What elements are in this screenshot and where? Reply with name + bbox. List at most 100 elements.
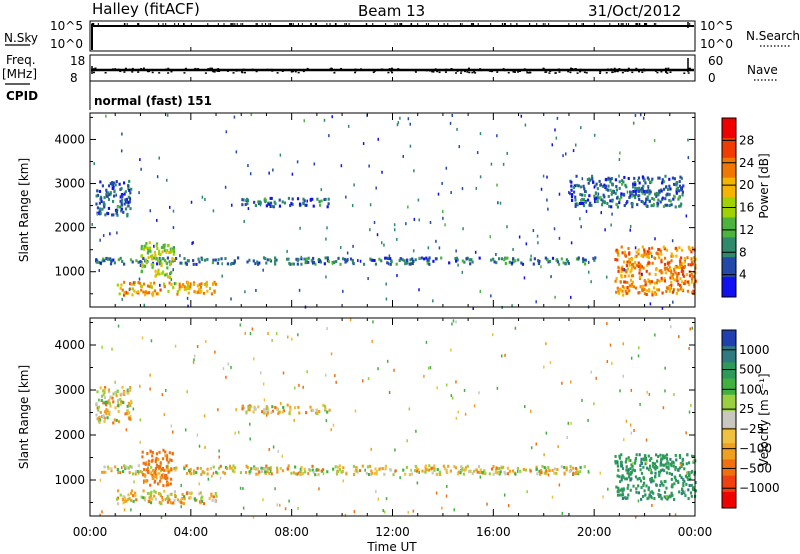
heatmap-cell [600, 198, 603, 202]
nave-point [131, 67, 134, 70]
heatmap-cell [689, 327, 691, 331]
heatmap-cell [239, 323, 242, 327]
heatmap-cell [666, 286, 669, 290]
heatmap-cell [639, 188, 642, 192]
heatmap-cell [111, 396, 114, 400]
heatmap-cell [176, 290, 179, 294]
heatmap-cell [271, 339, 273, 343]
heatmap-cell [667, 495, 670, 499]
heatmap-cell [342, 466, 345, 470]
heatmap-cell [690, 483, 693, 487]
nave-point [466, 71, 469, 73]
colorbar-swatch [722, 157, 736, 179]
heatmap-cell [650, 476, 654, 480]
heatmap-cell [649, 468, 652, 472]
heatmap-cell [407, 205, 409, 209]
nave-point [507, 71, 510, 74]
heatmap-cell [570, 180, 573, 184]
heatmap-cell [143, 496, 147, 500]
heatmap-cell [148, 496, 151, 500]
heatmap-cell [658, 269, 661, 273]
heatmap-cell [673, 497, 676, 501]
heatmap-cell [631, 274, 635, 278]
heatmap-cell [112, 185, 115, 189]
heatmap-cell [156, 476, 158, 480]
heatmap-cell [165, 477, 168, 481]
heatmap-cell [385, 297, 388, 301]
heatmap-cell [381, 467, 384, 471]
heatmap-cell [428, 262, 431, 266]
heatmap-cell [653, 466, 656, 470]
heatmap-cell [339, 262, 342, 266]
heatmap-cell [626, 267, 630, 271]
heatmap-cell [168, 498, 171, 502]
heatmap-cell [117, 420, 121, 424]
heatmap-cell [170, 424, 173, 428]
heatmap-cell [417, 467, 420, 471]
heatmap-cell [123, 508, 126, 512]
heatmap-cell [226, 262, 230, 266]
heatmap-cell [370, 447, 372, 451]
heatmap-cell [681, 193, 684, 197]
heatmap-cell [271, 405, 274, 409]
heatmap-cell [280, 401, 282, 405]
heatmap-cell [108, 193, 111, 197]
heatmap-cell [323, 404, 327, 408]
heatmap-cell [675, 278, 678, 282]
x-tick-label: 04:00 [174, 525, 209, 539]
heatmap-cell [632, 484, 635, 488]
heatmap-cell [570, 198, 574, 202]
heatmap-cell [646, 190, 649, 194]
heatmap-cell [187, 304, 189, 308]
heatmap-cell [249, 422, 251, 426]
heatmap-cell [662, 180, 666, 184]
heatmap-cell [274, 487, 276, 491]
heatmap-cell [634, 286, 638, 290]
heatmap-cell [91, 223, 93, 227]
heatmap-cell [525, 242, 528, 246]
heatmap-cell [672, 288, 675, 292]
nave-point [218, 70, 221, 73]
heatmap-cell [664, 203, 667, 207]
heatmap-cell [375, 470, 378, 474]
heatmap-cell [601, 199, 605, 203]
nave-point [354, 68, 357, 70]
heatmap-cell [614, 459, 617, 463]
heatmap-cell [129, 404, 132, 408]
heatmap-cell [197, 290, 200, 294]
heatmap-cell [222, 367, 225, 371]
colorbar-swatch [722, 378, 736, 396]
heatmap-cell [396, 237, 398, 241]
nave-point [119, 70, 122, 73]
heatmap-cell [166, 458, 169, 462]
heatmap-cell [526, 490, 528, 494]
heatmap-cell [583, 187, 586, 191]
heatmap-cell [128, 200, 131, 204]
heatmap-cell [594, 191, 598, 195]
heatmap-cell [286, 249, 288, 253]
heatmap-cell [416, 481, 419, 485]
nave-point [445, 68, 448, 71]
heatmap-cell [101, 389, 105, 393]
heatmap-cell [193, 358, 195, 362]
heatmap-cell [632, 182, 635, 186]
heatmap-cell [670, 283, 673, 287]
heatmap-cell [673, 475, 676, 479]
nave-point [167, 72, 170, 74]
heatmap-cell [547, 473, 550, 477]
heatmap-cell [603, 183, 606, 187]
heatmap-cell [630, 472, 633, 476]
heatmap-cell [646, 176, 649, 180]
nave-point [131, 71, 134, 73]
heatmap-cell [120, 392, 123, 396]
heatmap-cell [106, 400, 109, 404]
heatmap-cell [166, 256, 169, 260]
heatmap-cell [630, 257, 633, 261]
heatmap-cell [396, 274, 398, 278]
heatmap-cell [396, 123, 399, 127]
heatmap-cell [675, 291, 678, 295]
heatmap-cell [188, 496, 191, 500]
heatmap-cell [499, 201, 502, 205]
heatmap-cell [606, 322, 608, 326]
heatmap-cell [108, 410, 111, 414]
